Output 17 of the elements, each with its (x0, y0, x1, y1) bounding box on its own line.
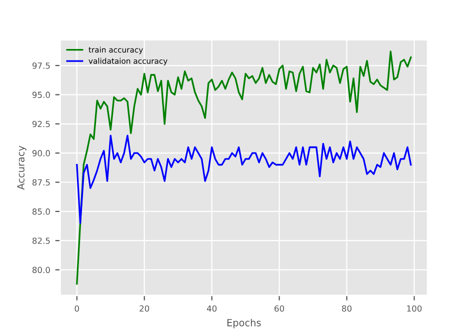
y-tick-label: 87.5 (32, 179, 50, 186)
y-tick-label: 97.5 (32, 62, 50, 69)
y-tick-label: 82.5 (32, 238, 50, 244)
y-axis-title: Accuracy (17, 146, 26, 190)
line-series (76, 134, 412, 224)
x-tick-label: 0 (74, 305, 79, 312)
x-axis-title: Epochs (227, 318, 261, 328)
x-tick-label: 40 (206, 305, 217, 312)
x-tick-label: 60 (274, 305, 284, 312)
x-tick-label: 20 (140, 305, 150, 312)
x-tick-label: 100 (407, 305, 422, 312)
x-tick-label: 80 (342, 305, 352, 312)
y-tick-label: 80.0 (32, 266, 50, 274)
y-tick-label: 90.0 (32, 150, 50, 156)
y-tick-label: 85.0 (32, 208, 50, 215)
y-tick-label: 95.0 (32, 92, 50, 98)
y-tick-label: 92.5 (32, 120, 50, 128)
